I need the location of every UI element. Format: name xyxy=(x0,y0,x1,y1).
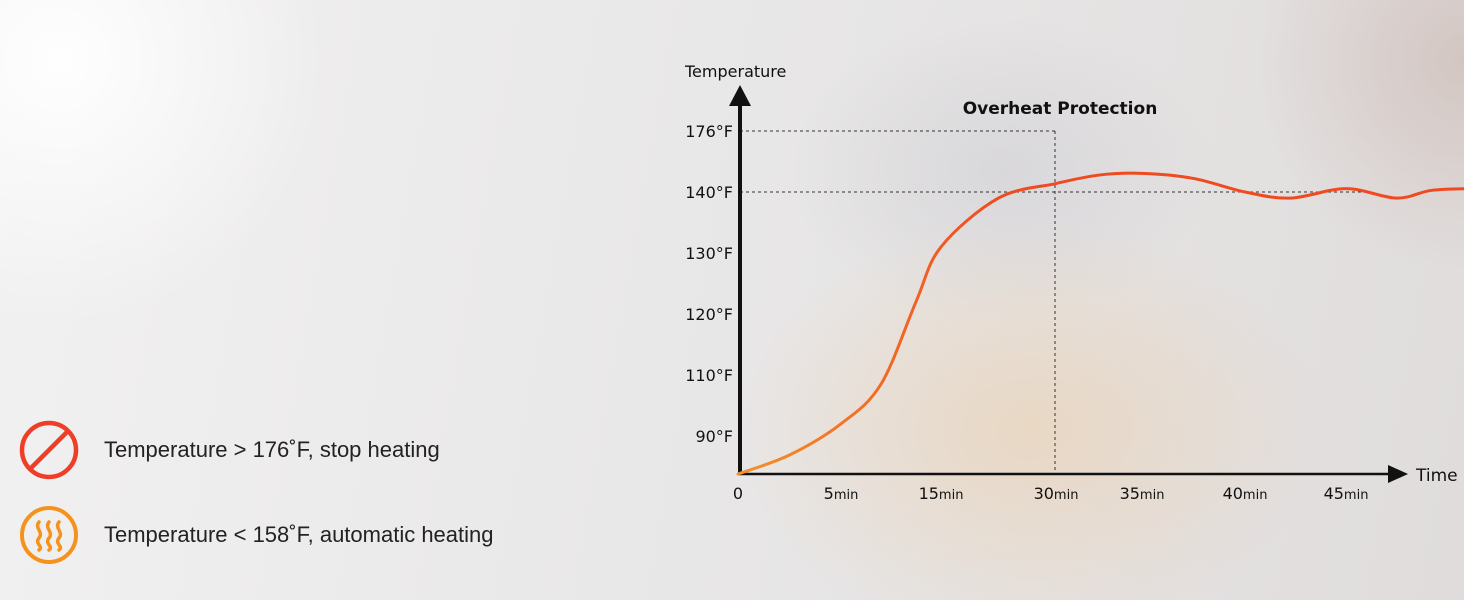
heat-waves-icon xyxy=(20,506,78,564)
legend-item-stop-heating: Temperature > 176˚F, stop heating xyxy=(18,419,440,481)
x-tick-value: 5 xyxy=(824,484,834,503)
x-tick-unit: min xyxy=(834,488,859,503)
x-tick-value: 30 xyxy=(1034,484,1054,503)
y-tick-label-120: 120°F xyxy=(685,305,733,324)
x-tick-label-30: 30min xyxy=(1034,484,1079,503)
y-axis-title: Temperature xyxy=(684,62,786,81)
x-tick-label-40: 40min xyxy=(1223,484,1268,503)
legend-item-automatic-heating: Temperature < 158˚F, automatic heating xyxy=(18,504,494,566)
x-tick-label-0: 0 xyxy=(733,484,743,503)
y-axis-arrow xyxy=(729,85,751,106)
x-tick-value: 0 xyxy=(733,484,743,503)
chart-title: Overheat Protection xyxy=(963,99,1158,119)
x-axis-arrow xyxy=(1388,465,1408,483)
y-tick-label-110: 110°F xyxy=(685,366,733,385)
x-tick-label-5: 5min xyxy=(824,484,859,503)
x-tick-value: 15 xyxy=(919,484,939,503)
x-tick-unit: min xyxy=(1140,488,1165,503)
x-tick-value: 35 xyxy=(1120,484,1140,503)
x-tick-label-15: 15min xyxy=(919,484,964,503)
y-tick-label-130: 130°F xyxy=(685,244,733,263)
y-tick-label-176: 176°F xyxy=(685,122,733,141)
no-heating-icon xyxy=(19,420,79,480)
x-tick-value: 45 xyxy=(1324,484,1344,503)
y-tick-label-90: 90°F xyxy=(695,427,733,446)
x-tick-unit: min xyxy=(1344,488,1369,503)
temperature-curve xyxy=(736,171,1464,476)
legend-text-stop-heating: Temperature > 176˚F, stop heating xyxy=(104,437,440,462)
x-tick-unit: min xyxy=(939,488,964,503)
x-tick-value: 40 xyxy=(1223,484,1243,503)
x-axis-title: Time xyxy=(1415,466,1458,486)
x-tick-label-35: 35min xyxy=(1120,484,1165,503)
y-tick-label-140: 140°F xyxy=(685,183,733,202)
legend-text-automatic-heating: Temperature < 158˚F, automatic heating xyxy=(104,522,494,547)
x-tick-unit: min xyxy=(1243,488,1268,503)
x-tick-unit: min xyxy=(1054,488,1079,503)
x-tick-label-45: 45min xyxy=(1324,484,1369,503)
